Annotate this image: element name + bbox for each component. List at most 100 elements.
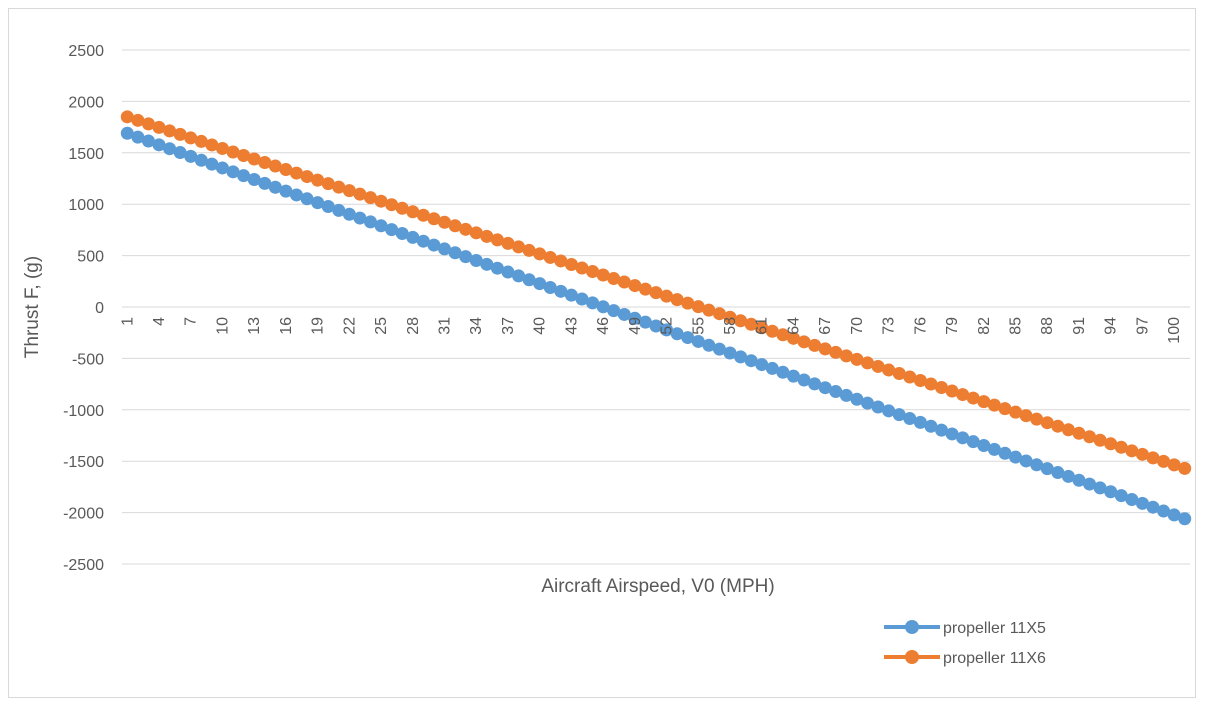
data-point	[1125, 492, 1139, 506]
data-point	[829, 385, 843, 399]
data-point	[670, 327, 684, 341]
data-point	[215, 141, 229, 155]
data-point	[1178, 461, 1192, 475]
data-point	[1167, 508, 1181, 522]
data-point	[1157, 504, 1171, 518]
data-point	[311, 196, 325, 210]
data-point	[459, 222, 473, 236]
data-point	[374, 194, 388, 208]
data-point	[723, 346, 737, 360]
data-point	[554, 254, 568, 268]
data-point	[131, 113, 145, 127]
data-point	[184, 131, 198, 145]
x-tick-label: 1	[119, 317, 136, 326]
data-point	[321, 177, 335, 191]
data-point	[1104, 437, 1118, 451]
data-point	[469, 226, 483, 240]
data-point	[1051, 466, 1065, 480]
y-tick-label: -1000	[63, 403, 104, 420]
data-point	[586, 296, 600, 310]
data-point	[882, 363, 896, 377]
data-point	[184, 149, 198, 163]
legend-label: propeller 11X5	[943, 620, 1046, 637]
data-point	[966, 435, 980, 449]
y-tick-label: 0	[95, 300, 104, 317]
data-point	[860, 396, 874, 410]
data-point	[141, 117, 155, 131]
data-point	[617, 307, 631, 321]
data-point	[1093, 433, 1107, 447]
data-point	[120, 110, 134, 124]
data-point	[596, 300, 610, 314]
data-point	[374, 219, 388, 233]
x-tick-label: 94	[1103, 317, 1120, 335]
legend-item: propeller 11X6	[884, 650, 1046, 667]
data-point	[1009, 405, 1023, 419]
data-point	[258, 176, 272, 190]
data-point	[395, 226, 409, 240]
data-point	[903, 370, 917, 384]
x-tick-label: 28	[405, 317, 422, 335]
data-point	[163, 142, 177, 156]
data-point	[935, 381, 949, 395]
y-tick-label: 2500	[68, 43, 104, 60]
data-point	[543, 250, 557, 264]
data-point	[818, 342, 832, 356]
data-point	[1146, 500, 1160, 514]
data-point	[247, 152, 261, 166]
series-2	[120, 110, 1192, 475]
data-point	[427, 212, 441, 226]
data-point	[1093, 481, 1107, 495]
data-point	[1135, 496, 1149, 510]
x-tick-label: 49	[627, 317, 644, 335]
data-point	[850, 392, 864, 406]
data-point	[152, 138, 166, 152]
data-point	[903, 412, 917, 426]
data-point	[173, 146, 187, 160]
data-point	[448, 219, 462, 233]
data-point	[501, 236, 515, 250]
data-point	[438, 242, 452, 256]
x-tick-label: 79	[944, 317, 961, 335]
data-point	[416, 234, 430, 248]
data-point	[258, 156, 272, 170]
data-point	[406, 230, 420, 244]
x-tick-label: 73	[881, 317, 898, 335]
data-point	[924, 377, 938, 391]
y-axis-tick-labels: 2500 2000 1500 1000 500 0 -500 -1000 -1500 -2000 -…	[63, 43, 104, 574]
data-point	[215, 161, 229, 175]
data-point	[755, 358, 769, 372]
data-point	[913, 374, 927, 388]
data-point	[554, 284, 568, 298]
data-point	[607, 304, 621, 318]
data-point	[279, 184, 293, 198]
y-tick-label: 1000	[68, 197, 104, 214]
x-tick-label: 85	[1008, 317, 1025, 335]
data-point	[522, 243, 536, 257]
data-point	[1061, 423, 1075, 437]
data-point	[385, 223, 399, 237]
data-point	[289, 188, 303, 202]
data-point	[342, 207, 356, 221]
data-point	[712, 307, 726, 321]
data-point	[829, 345, 843, 359]
data-point	[247, 173, 261, 187]
data-point	[1178, 512, 1192, 526]
data-point	[660, 289, 674, 303]
data-point	[808, 338, 822, 352]
data-point	[564, 288, 578, 302]
y-tick-label: -2000	[63, 506, 104, 523]
data-point	[564, 257, 578, 271]
data-point	[237, 169, 251, 183]
x-tick-label: 13	[246, 317, 263, 335]
x-tick-label: 34	[468, 317, 485, 335]
data-point	[226, 165, 240, 179]
data-point	[945, 427, 959, 441]
data-point	[490, 233, 504, 247]
data-point	[723, 310, 737, 324]
x-tick-label: 19	[310, 317, 327, 335]
data-point	[1083, 477, 1097, 491]
x-tick-label: 58	[722, 317, 739, 335]
data-point	[501, 265, 515, 279]
x-tick-label: 40	[532, 317, 549, 335]
